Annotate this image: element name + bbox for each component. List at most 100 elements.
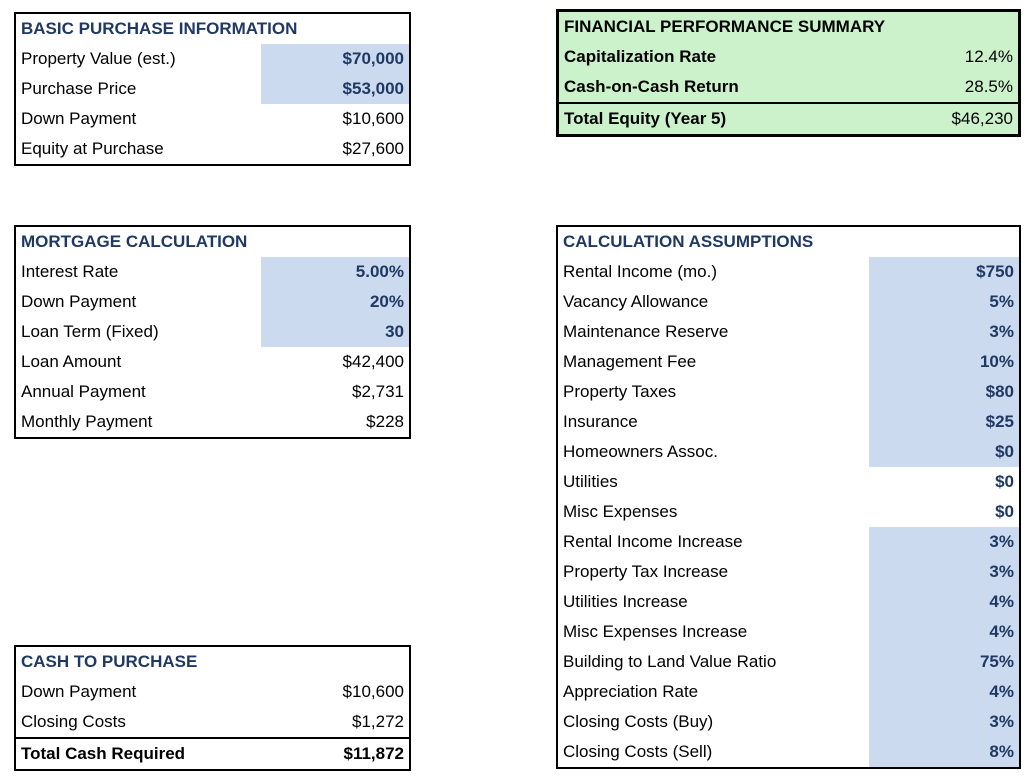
table-row: Equity at Purchase $27,600 xyxy=(16,134,409,164)
input-cell[interactable]: 4% xyxy=(869,677,1019,707)
row-label: Management Fee xyxy=(563,352,697,371)
row-value: $0 xyxy=(995,472,1014,491)
row-value: $228 xyxy=(366,412,404,431)
input-cell[interactable]: 30 xyxy=(261,317,409,347)
row-label: Building to Land Value Ratio xyxy=(563,652,777,671)
row-label: Insurance xyxy=(563,412,638,431)
row-label: Closing Costs (Buy) xyxy=(563,712,714,731)
panel-title: CASH TO PURCHASE xyxy=(21,652,198,671)
row-value: $27,600 xyxy=(342,139,404,158)
row-label: Equity at Purchase xyxy=(21,139,164,158)
table-row: Down Payment $10,600 xyxy=(16,677,409,707)
input-cell[interactable]: 75% xyxy=(869,647,1019,677)
table-row: Down Payment 20% xyxy=(16,287,409,317)
financial-performance-summary-panel: FINANCIAL PERFORMANCE SUMMARY Capitaliza… xyxy=(556,9,1021,137)
panel-title: CALCULATION ASSUMPTIONS xyxy=(563,232,814,251)
input-cell[interactable]: 20% xyxy=(261,287,409,317)
table-row: Closing Costs (Buy) 3% xyxy=(558,707,1019,737)
row-label: Utilities xyxy=(563,472,618,491)
row-label: Capitalization Rate xyxy=(564,47,717,66)
row-label: Maintenance Reserve xyxy=(563,322,729,341)
input-cell[interactable]: $80 xyxy=(869,377,1019,407)
panel-title: FINANCIAL PERFORMANCE SUMMARY xyxy=(564,17,886,36)
table-row: Vacancy Allowance 5% xyxy=(558,287,1019,317)
table-row: Rental Income Increase 3% xyxy=(558,527,1019,557)
table-row: Maintenance Reserve 3% xyxy=(558,317,1019,347)
calculation-assumptions-panel: CALCULATION ASSUMPTIONS Rental Income (m… xyxy=(556,225,1021,769)
input-cell[interactable]: 3% xyxy=(869,527,1019,557)
input-cell[interactable]: 5.00% xyxy=(261,257,409,287)
row-label: Property Tax Increase xyxy=(563,562,729,581)
row-label: Cash-on-Cash Return xyxy=(564,77,739,96)
panel-rows: Rental Income (mo.) $750 Vacancy Allowance… xyxy=(558,257,1019,767)
cash-to-purchase-panel: CASH TO PURCHASE Down Payment $10,600 Clos… xyxy=(14,645,411,771)
panel-title: BASIC PURCHASE INFORMATION xyxy=(21,19,298,38)
row-label: Down Payment xyxy=(21,292,137,311)
row-value: $10,600 xyxy=(342,109,404,128)
row-value: 28.5% xyxy=(964,77,1013,96)
table-row: Building to Land Value Ratio 75% xyxy=(558,647,1019,677)
panel-rows: Capitalization Rate 12.4% Cash-on-Cash Ret… xyxy=(559,42,1018,134)
table-row: Annual Payment $2,731 xyxy=(16,377,409,407)
row-label: Down Payment xyxy=(21,682,137,701)
input-cell[interactable]: $53,000 xyxy=(261,74,409,104)
row-label: Misc Expenses xyxy=(563,502,678,521)
table-row: Property Value (est.) $70,000 xyxy=(16,44,409,74)
input-cell[interactable]: 8% xyxy=(869,737,1019,767)
basic-purchase-information-panel: BASIC PURCHASE INFORMATION Property Valu… xyxy=(14,12,411,166)
row-value: 12.4% xyxy=(964,47,1013,66)
row-label: Annual Payment xyxy=(21,382,146,401)
panel-rows: Down Payment $10,600 Closing Costs $1,272 To… xyxy=(16,677,409,769)
row-label: Rental Income (mo.) xyxy=(563,262,717,281)
input-cell[interactable]: 10% xyxy=(869,347,1019,377)
panel-rows: Interest Rate 5.00% Down Payment 20% Loan Te… xyxy=(16,257,409,437)
table-row: Loan Term (Fixed) 30 xyxy=(16,317,409,347)
table-row: Utilities $0 xyxy=(558,467,1019,497)
input-cell[interactable]: $750 xyxy=(869,257,1019,287)
row-label: Homeowners Assoc. xyxy=(563,442,718,461)
table-row: Appreciation Rate 4% xyxy=(558,677,1019,707)
table-row: Monthly Payment $228 xyxy=(16,407,409,437)
input-cell[interactable]: 4% xyxy=(869,587,1019,617)
input-cell[interactable]: $25 xyxy=(869,407,1019,437)
input-cell[interactable]: 4% xyxy=(869,617,1019,647)
panel-rows: Property Value (est.) $70,000 Purchase Pri… xyxy=(16,44,409,164)
row-label: Loan Term (Fixed) xyxy=(21,322,159,341)
row-label: Loan Amount xyxy=(21,352,122,371)
table-row: Rental Income (mo.) $750 xyxy=(558,257,1019,287)
row-label: Closing Costs (Sell) xyxy=(563,742,713,761)
table-row: Loan Amount $42,400 xyxy=(16,347,409,377)
input-cell[interactable]: 5% xyxy=(869,287,1019,317)
input-cell[interactable]: 3% xyxy=(869,707,1019,737)
row-label: Utilities Increase xyxy=(563,592,688,611)
row-value: $0 xyxy=(995,502,1014,521)
table-row: Utilities Increase 4% xyxy=(558,587,1019,617)
mortgage-calculation-panel: MORTGAGE CALCULATION Interest Rate 5.00% D… xyxy=(14,225,411,439)
table-row: Closing Costs (Sell) 8% xyxy=(558,737,1019,767)
row-label: Closing Costs xyxy=(21,712,126,731)
row-label: Property Value (est.) xyxy=(21,49,176,68)
row-value: $11,872 xyxy=(343,744,404,763)
table-row: Insurance $25 xyxy=(558,407,1019,437)
row-label: Rental Income Increase xyxy=(563,532,743,551)
row-label: Interest Rate xyxy=(21,262,119,281)
panel-title: MORTGAGE CALCULATION xyxy=(21,232,248,251)
table-row: Capitalization Rate 12.4% xyxy=(559,42,1018,72)
table-row: Closing Costs $1,272 xyxy=(16,707,409,737)
table-row: Property Tax Increase 3% xyxy=(558,557,1019,587)
input-cell[interactable]: $0 xyxy=(869,437,1019,467)
row-value: $42,400 xyxy=(342,352,404,371)
row-label: Monthly Payment xyxy=(21,412,153,431)
row-label: Total Cash Required xyxy=(21,744,186,763)
input-cell[interactable]: 3% xyxy=(869,317,1019,347)
input-cell[interactable]: 3% xyxy=(869,557,1019,587)
row-label: Down Payment xyxy=(21,109,137,128)
row-label: Misc Expenses Increase xyxy=(563,622,748,641)
row-value: $46,230 xyxy=(951,109,1013,128)
row-label: Vacancy Allowance xyxy=(563,292,709,311)
table-row: Misc Expenses Increase 4% xyxy=(558,617,1019,647)
row-value: $2,731 xyxy=(352,382,404,401)
table-row: Interest Rate 5.00% xyxy=(16,257,409,287)
input-cell[interactable]: $70,000 xyxy=(261,44,409,74)
row-label: Total Equity (Year 5) xyxy=(564,109,727,128)
